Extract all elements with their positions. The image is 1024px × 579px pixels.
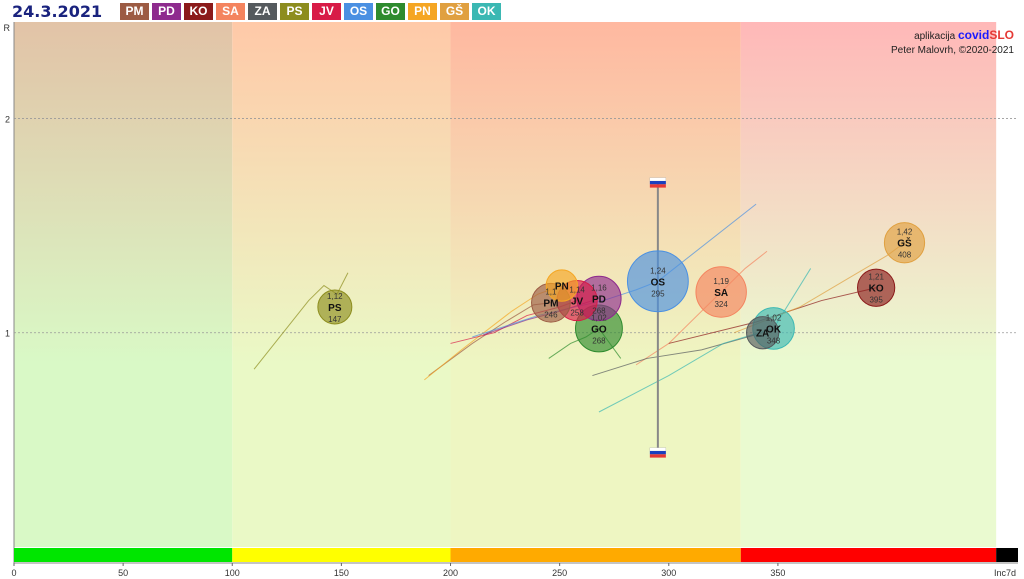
x-axis-label: Inc7d [994, 568, 1016, 578]
app-name-a: covid [957, 28, 990, 42]
bubble-inc-label: 324 [714, 300, 728, 309]
bubble-r-label: 1,24 [650, 266, 666, 275]
legend-item-pm[interactable]: PM [120, 3, 149, 20]
bubble-os[interactable] [626, 250, 689, 313]
bubble-r-label: 1,14 [569, 286, 585, 295]
legend-item-os[interactable]: OS [344, 3, 373, 20]
legend-item-ko[interactable]: KO [184, 3, 213, 20]
bubble-r-label: 1,02 [766, 313, 782, 322]
legend-item-ps[interactable]: PS [280, 3, 309, 20]
legend-item-go[interactable]: GO [376, 3, 405, 20]
y-tick-label: 2 [5, 114, 10, 124]
bubble-code-label: PN [555, 282, 569, 293]
y-tick-label: 1 [5, 329, 10, 339]
y-axis-label: R [4, 23, 11, 33]
bubble-sa[interactable] [695, 266, 747, 318]
bubble-za[interactable] [746, 316, 780, 350]
legend-item-pd[interactable]: PD [152, 3, 181, 20]
bubble-inc-label: 258 [570, 309, 584, 318]
x-tick-label: 0 [11, 568, 16, 578]
flag-icon-band [649, 451, 666, 455]
bubble-inc-label: 348 [767, 336, 781, 345]
bubble-pn[interactable] [545, 269, 579, 302]
flag-icon-band [649, 181, 666, 185]
legend-item-ok[interactable]: OK [472, 3, 501, 20]
x-tick-label: 50 [118, 568, 128, 578]
bubble-code-label: PS [328, 303, 342, 314]
bubble-gš[interactable] [883, 222, 926, 264]
zone-bar-segment [450, 548, 741, 562]
bubble-code-label: GŠ [897, 237, 912, 250]
legend-item-jv[interactable]: JV [312, 3, 341, 20]
bubble-code-label: PD [592, 294, 606, 305]
region-legend: PM PD KO SA ZA PS JV OS GO PN GŠ OK [120, 3, 501, 20]
bubble-inc-label: 408 [898, 251, 912, 260]
bubble-code-label: GO [591, 324, 607, 335]
bubble-code-label: JV [571, 297, 584, 308]
bubble-r-label: 1,42 [897, 228, 913, 237]
app-name[interactable]: covidSLO [958, 28, 1014, 42]
flag-icon [649, 447, 667, 452]
bubble-inc-label: 147 [328, 315, 342, 324]
bubble-inc-label: 268 [592, 336, 606, 345]
zone-bar-segment [232, 548, 451, 562]
author-credit: Peter Malovrh, ©2020-2021 [891, 45, 1014, 56]
x-tick-label: 250 [552, 568, 567, 578]
bubble-r-label: 1,19 [713, 277, 729, 286]
bubble-code-label: PM [543, 299, 558, 310]
bubble-r-label: 1,02 [591, 313, 607, 322]
credits: aplikacija covidSLO Peter Malovrh, ©2020… [891, 28, 1014, 58]
bubble-code-label: ZA [756, 329, 769, 340]
legend-item-pn[interactable]: PN [408, 3, 437, 20]
zone-bar-segment [996, 548, 1018, 562]
legend-item-za[interactable]: ZA [248, 3, 277, 20]
header-bar: 24.3.2021 PM PD KO SA ZA PS JV OS GO PN GŠ OK [0, 0, 1024, 22]
bubble-inc-label: 246 [544, 311, 558, 320]
x-tick-label: 150 [334, 568, 349, 578]
legend-item-gš[interactable]: GŠ [440, 3, 469, 20]
bubble-inc-label: 395 [869, 296, 883, 305]
bubble-code-label: KO [869, 284, 884, 295]
legend-item-sa[interactable]: SA [216, 3, 245, 20]
trail-ok [598, 268, 812, 413]
date-label: 24.3.2021 [12, 2, 103, 21]
zone-background [14, 22, 233, 547]
x-tick-label: 200 [443, 568, 458, 578]
flag-icon [649, 177, 667, 182]
app-prefix: aplikacija [914, 31, 956, 42]
zone-bar-segment [740, 548, 997, 562]
trail-ps [253, 272, 349, 370]
zone-bar-segment [14, 548, 233, 562]
bubble-ko[interactable] [857, 268, 896, 307]
bubble-ps[interactable] [317, 289, 353, 325]
bubble-code-label: SA [714, 288, 728, 299]
x-tick-label: 300 [661, 568, 676, 578]
bubble-r-label: 1,16 [591, 283, 607, 292]
bubble-r-label: 1,1 [545, 288, 557, 297]
flag-icon-band [649, 454, 666, 458]
bubble-inc-label: 295 [651, 289, 665, 298]
x-tick-label: 350 [770, 568, 785, 578]
bubble-code-label: OK [766, 324, 782, 335]
bubble-r-label: 1,21 [868, 273, 884, 282]
x-tick-label: 100 [225, 568, 240, 578]
bubble-r-label: 1,12 [327, 292, 343, 301]
flag-icon-band [649, 184, 666, 188]
bubble-code-label: OS [651, 277, 666, 288]
bubble-inc-label: 268 [592, 306, 606, 315]
app-name-b: SLO [989, 28, 1014, 42]
